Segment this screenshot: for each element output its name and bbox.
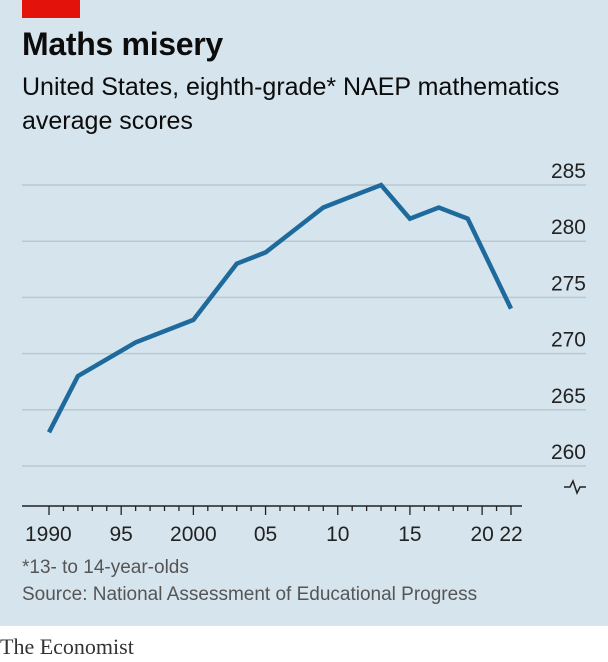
x-tick-label: 20 (470, 523, 493, 546)
line-chart: 260 265 270 275 280 285 1990 95 2000 05 10 15 20 22 (22, 160, 586, 546)
chart-subtitle: United States, eighth-grade* NAEP mathem… (22, 73, 560, 135)
x-tick-label: 10 (326, 523, 349, 546)
x-tick-label: 1990 (25, 523, 72, 546)
source-note: Source: National Assessment of Education… (22, 584, 478, 605)
y-tick-label: 260 (551, 441, 586, 464)
axis-break-zigzag (564, 479, 586, 495)
y-axis-ticks: 260 265 270 275 280 285 (551, 160, 586, 464)
y-tick-label: 265 (551, 385, 586, 408)
gridlines (22, 184, 586, 467)
chart-title: Maths misery (22, 26, 223, 62)
axis-break-icon (564, 479, 586, 495)
series-line (46, 182, 514, 434)
y-tick-label: 270 (551, 329, 586, 352)
footnote: *13- to 14-year-olds (22, 557, 189, 578)
x-tick-label: 05 (254, 523, 277, 546)
x-tick-label: 2000 (170, 523, 217, 546)
publisher-logo: The Economist (0, 634, 134, 659)
x-axis: 1990 95 2000 05 10 15 20 22 (22, 505, 523, 546)
x-tick-label: 22 (499, 523, 522, 546)
chart-panel (0, 0, 608, 626)
x-tick-label: 15 (398, 523, 421, 546)
y-tick-label: 280 (551, 216, 586, 239)
series-layer (46, 182, 514, 434)
brand-red-tag (22, 0, 80, 18)
x-tick-label: 95 (110, 523, 133, 546)
y-tick-label: 275 (551, 272, 586, 295)
y-tick-label: 285 (551, 160, 586, 183)
